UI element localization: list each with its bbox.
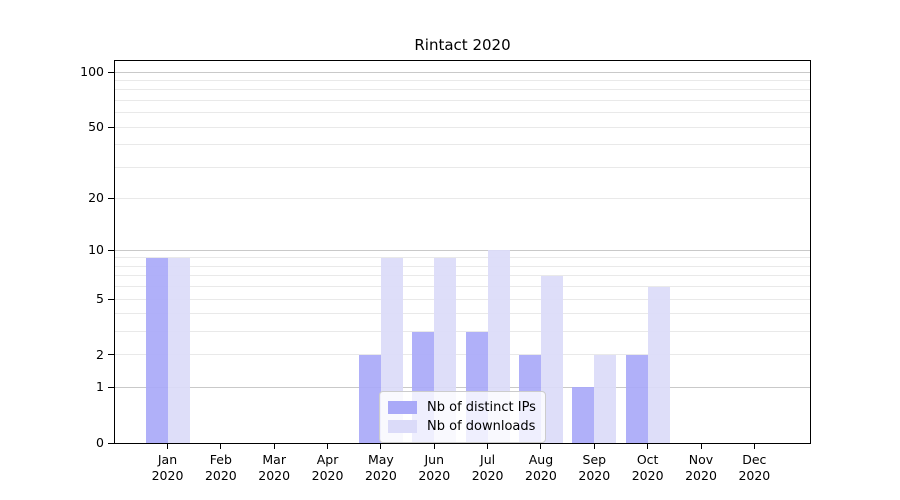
bar-distinct-ips-sep — [572, 387, 595, 443]
y-axis-tick — [108, 249, 114, 251]
legend: Nb of distinct IPs Nb of downloads — [379, 391, 546, 443]
y-axis-tick-label: 50 — [88, 119, 104, 135]
minor-gridline — [115, 99, 810, 101]
x-axis-tick-label: Jan 2020 — [151, 452, 184, 483]
x-axis-tick-label: May 2020 — [364, 452, 397, 483]
x-axis-tick — [220, 443, 222, 449]
y-axis-tick — [108, 354, 114, 356]
x-axis-tick-label: Dec 2020 — [738, 452, 771, 483]
plot-area: 0 1 2 5 10 20 50 100 Jan 2020 Feb 2020 Mar 2020 Apr 202… — [80, 60, 811, 483]
bar-distinct-ips-may — [358, 354, 381, 443]
bar-downloads-jan — [167, 257, 190, 443]
x-axis-tick — [327, 443, 329, 449]
legend-label-distinct-ips: Nb of distinct IPs — [427, 400, 536, 415]
bar-distinct-ips-jan — [145, 257, 168, 443]
x-axis-tick-label: Sep 2020 — [578, 452, 611, 483]
gridline — [115, 354, 810, 356]
legend-item-downloads: Nb of downloads — [388, 417, 536, 436]
x-axis-tick-label: Mar 2020 — [258, 452, 291, 483]
x-axis-tick-label: Jun 2020 — [418, 452, 451, 483]
y-axis-tick-label: 20 — [88, 190, 104, 206]
y-axis-tick — [108, 386, 114, 388]
minor-gridline — [115, 166, 810, 168]
minor-gridline — [115, 89, 810, 91]
minor-gridline — [115, 313, 810, 315]
minor-gridline — [115, 257, 810, 259]
x-axis-tick — [540, 443, 542, 449]
bar-downloads-oct — [647, 286, 670, 443]
x-axis-tick-label: Nov 2020 — [685, 452, 717, 483]
x-axis-tick-label: Oct 2020 — [631, 452, 664, 483]
legend-item-distinct-ips: Nb of distinct IPs — [388, 398, 536, 417]
bar-downloads-sep — [594, 354, 617, 443]
x-axis-tick-label: Jul 2020 — [471, 452, 504, 483]
x-axis-tick — [753, 443, 755, 449]
y-axis-tick-label: 2 — [96, 346, 104, 362]
major-gridline — [115, 71, 810, 73]
major-gridline — [115, 249, 810, 251]
legend-swatch-downloads-icon — [388, 420, 417, 433]
y-axis-tick-label: 5 — [96, 291, 104, 306]
y-axis-tick — [108, 197, 114, 199]
bar-distinct-ips-oct — [625, 354, 648, 443]
x-axis-tick — [167, 443, 168, 449]
minor-gridline — [115, 275, 810, 277]
x-axis-tick — [700, 443, 702, 449]
x-axis-tick-label: Apr 2020 — [311, 452, 344, 483]
legend-label-downloads: Nb of downloads — [427, 419, 536, 434]
gridline — [115, 126, 810, 128]
x-axis-tick — [380, 443, 382, 449]
major-gridline — [115, 386, 810, 388]
x-axis-tick — [487, 443, 489, 449]
y-axis-tick-label: 10 — [88, 242, 104, 258]
chart-title: Rintact 2020 — [414, 36, 511, 54]
y-axis-tick — [108, 298, 114, 300]
y-axis-tick — [108, 71, 114, 73]
x-axis-tick — [433, 443, 435, 449]
legend-swatch-distinct-ips-icon — [388, 401, 417, 414]
minor-gridline — [115, 144, 810, 146]
y-axis-tick — [108, 442, 114, 444]
gridline — [115, 298, 810, 300]
minor-gridline — [115, 331, 810, 333]
y-axis-tick-label: 100 — [80, 64, 104, 80]
minor-gridline — [115, 286, 810, 288]
x-axis-tick — [647, 443, 649, 449]
minor-gridline — [115, 80, 810, 81]
x-axis-tick-label: Feb 2020 — [204, 452, 237, 483]
y-axis-tick-label: 1 — [96, 379, 104, 395]
x-axis-tick-label: Aug 2020 — [525, 452, 557, 483]
gridline — [115, 197, 810, 199]
bar-downloads-aug — [540, 275, 563, 443]
minor-gridline — [115, 265, 810, 267]
minor-gridline — [115, 112, 810, 114]
y-axis-tick-label: 0 — [96, 435, 104, 450]
x-axis-tick — [593, 443, 595, 449]
x-axis-tick — [273, 443, 275, 449]
y-axis-tick — [108, 126, 114, 128]
